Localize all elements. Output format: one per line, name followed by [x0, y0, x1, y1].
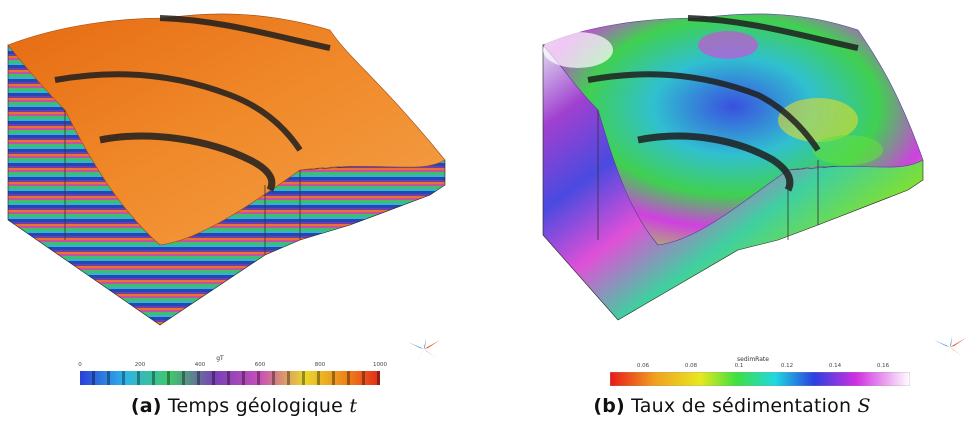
compass-rose-icon — [408, 338, 440, 360]
compass-rose-icon — [934, 336, 966, 358]
colorbar-tick: 1000 — [373, 362, 387, 368]
colorbar-tick: 0 — [78, 362, 82, 368]
colorbar-ticks: 0.06 0.08 0.1 0.12 0.14 0.16 — [637, 363, 889, 369]
colorbar-tick: 800 — [314, 362, 326, 368]
caption-b: (b) Taux de sédimentation S — [488, 395, 976, 417]
colorbar-b — [610, 372, 910, 386]
geological-time-model-a — [7, 13, 446, 326]
colorbar-tick: 0.1 — [734, 363, 744, 369]
caption-label: (b) — [593, 395, 625, 417]
caption-symbol: S — [857, 395, 871, 417]
colorbar-a — [80, 371, 380, 385]
colorbar-tick: 0.06 — [636, 363, 650, 369]
sedimentation-rate-model-b — [542, 13, 924, 321]
colorbar-tick: 0.16 — [876, 363, 890, 369]
colorbar-tick: 600 — [254, 362, 266, 368]
colorbar-title: gT — [216, 355, 224, 362]
caption-a: (a) Temps géologique t — [0, 395, 488, 417]
colorbar-title: sedimRate — [737, 356, 769, 363]
caption-symbol: t — [349, 395, 358, 417]
colorbar-tick: 400 — [194, 362, 206, 368]
caption-text: Temps géologique — [167, 395, 344, 417]
colorbar-tick: 0.12 — [780, 363, 794, 369]
colorbar-tick: 0.08 — [684, 363, 698, 369]
colorbar-tick: 0.14 — [828, 363, 842, 369]
panel-b: sedimRate 0.06 0.08 0.1 0.12 0.14 0.16 (… — [488, 0, 976, 435]
caption-label: (a) — [130, 395, 162, 417]
colorbar-ticks: 0 200 400 600 800 1000 — [78, 362, 387, 368]
colorbar-tick: 200 — [134, 362, 146, 368]
caption-text: Taux de sédimentation — [631, 395, 852, 417]
panel-a: gT 0 200 400 600 800 1000 — [0, 13, 488, 417]
